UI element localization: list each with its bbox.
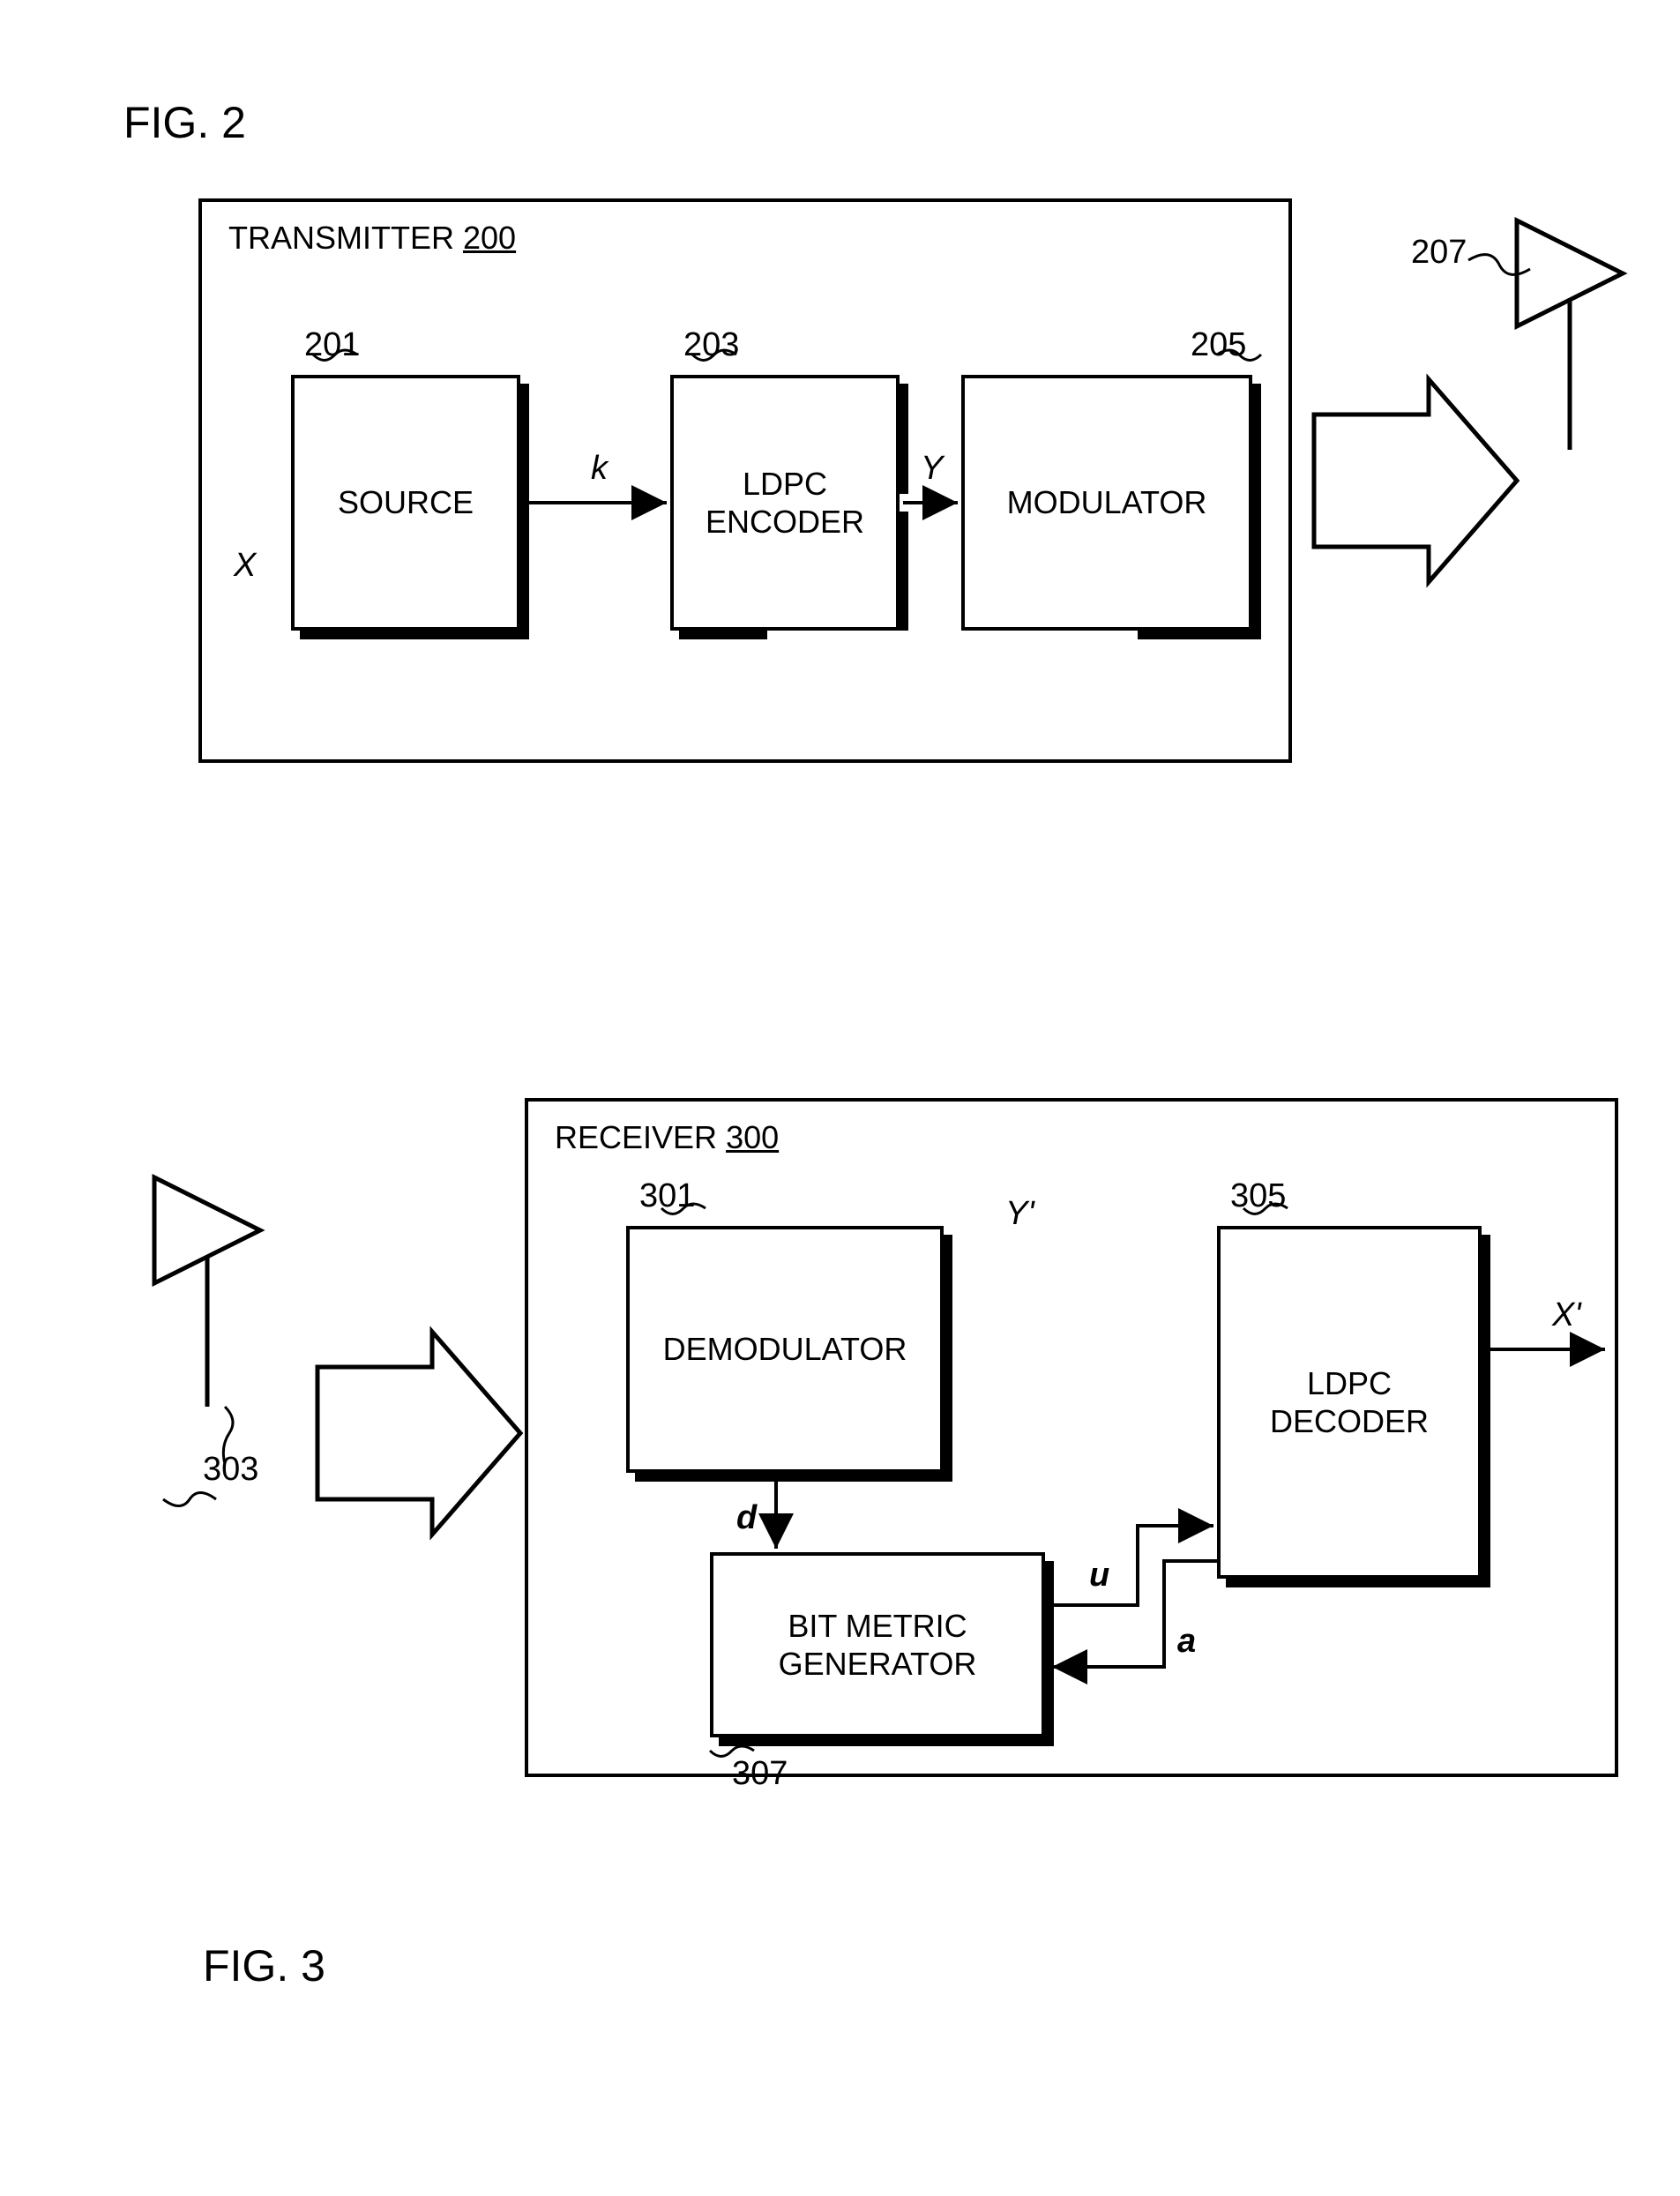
modulator-block: MODULATOR (961, 375, 1252, 631)
transmitter-title: TRANSMITTER 200 (228, 220, 516, 257)
bitmetric-text: BIT METRIC GENERATOR (779, 1607, 977, 1683)
encoder-text: LDPC ENCODER (706, 465, 864, 541)
demod-block: DEMODULATOR (626, 1226, 944, 1473)
antenna-tx-ref: 207 (1411, 234, 1467, 272)
signal-x: X (234, 547, 256, 585)
signal-yprime: Y' (1005, 1195, 1034, 1233)
signal-u: u (1089, 1557, 1109, 1595)
transmitter-title-num: 200 (463, 220, 516, 256)
decoder-block: LDPC DECODER (1217, 1226, 1482, 1579)
signal-k: k (591, 450, 608, 488)
signal-d: d (736, 1499, 757, 1537)
signal-xprime: X' (1552, 1296, 1581, 1334)
modulator-text: MODULATOR (1007, 483, 1207, 521)
receiver-title-num: 300 (726, 1119, 779, 1155)
receiver-title: RECEIVER 300 (555, 1119, 779, 1156)
source-ref: 201 (304, 326, 360, 364)
y-cover (732, 657, 776, 701)
antenna-rx-ref: 303 (203, 1451, 258, 1489)
source-text: SOURCE (338, 483, 474, 521)
decoder-ref: 305 (1230, 1177, 1286, 1215)
receiver-title-text: RECEIVER (555, 1119, 717, 1155)
demod-ref: 301 (639, 1177, 695, 1215)
fig2-label: FIG. 2 (123, 97, 246, 148)
encoder-ref: 203 (683, 326, 739, 364)
transmitter-title-text: TRANSMITTER (228, 220, 454, 256)
fig3-label: FIG. 3 (203, 1940, 325, 1991)
demod-text: DEMODULATOR (663, 1330, 907, 1368)
source-block: SOURCE (291, 375, 520, 631)
bitmetric-block: BIT METRIC GENERATOR (710, 1552, 1045, 1737)
signal-a: a (1177, 1623, 1196, 1661)
signal-y-fix: Y (917, 450, 946, 488)
modulator-ref: 205 (1191, 326, 1246, 364)
decoder-text: LDPC DECODER (1270, 1364, 1429, 1440)
bitmetric-ref: 307 (732, 1755, 788, 1793)
encoder-block: LDPC ENCODER (670, 375, 900, 631)
